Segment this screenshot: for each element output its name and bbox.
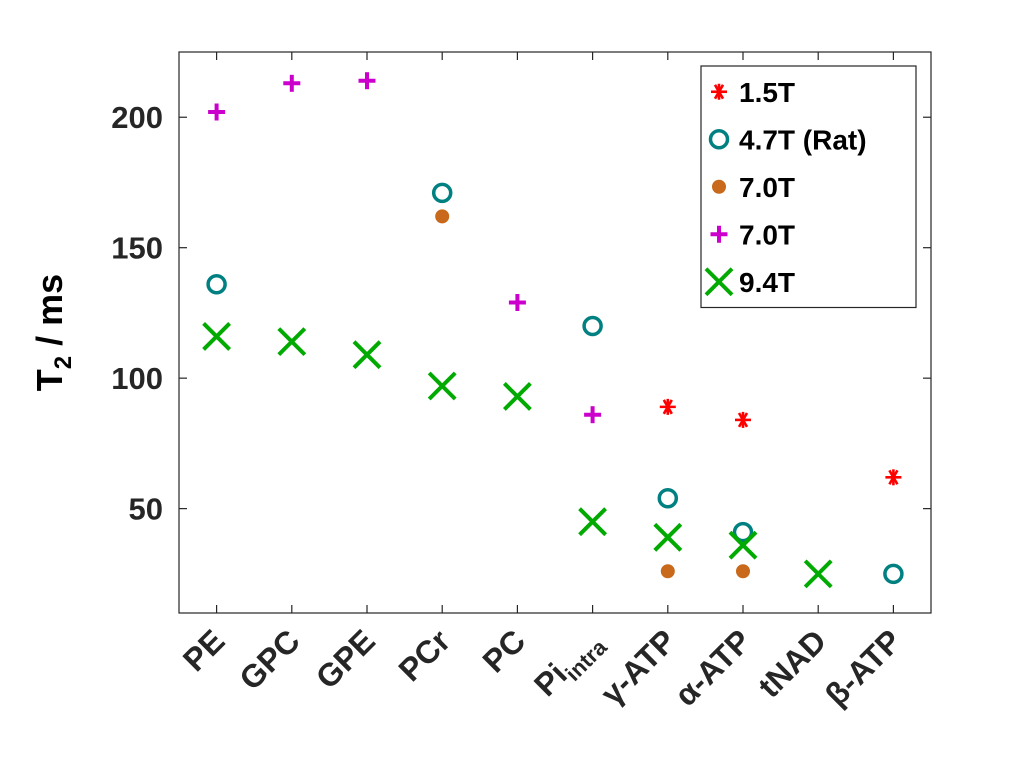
legend-marker bbox=[710, 225, 728, 243]
legend: 1.5T 4.7T (Rat) 7.0T 7.0T 9.4T bbox=[700, 65, 917, 309]
y-tick-label: 200 bbox=[111, 100, 163, 135]
data-point bbox=[358, 72, 376, 90]
data-point bbox=[803, 559, 833, 589]
x-tick-label: β-ATP bbox=[818, 622, 908, 712]
data-point bbox=[584, 406, 602, 424]
series-2 bbox=[435, 209, 750, 579]
legend-marker bbox=[711, 83, 727, 100]
x-tick-label: PC bbox=[475, 622, 532, 679]
series-4 bbox=[202, 321, 833, 589]
x-tick-label: γ-ATP bbox=[594, 622, 683, 711]
legend-entry-label: 1.5T bbox=[739, 77, 795, 108]
legend-marker bbox=[712, 179, 726, 194]
x-tick-label: GPC bbox=[232, 622, 306, 696]
legend-entry-label: 7.0T bbox=[739, 219, 795, 250]
series-0 bbox=[659, 398, 902, 486]
data-point bbox=[736, 564, 750, 579]
data-point bbox=[728, 530, 758, 560]
data-point bbox=[431, 182, 453, 204]
series-3 bbox=[208, 72, 602, 424]
data-point bbox=[202, 321, 232, 351]
data-point bbox=[660, 564, 675, 579]
x-tick-label: PCr bbox=[391, 622, 457, 688]
legend-box bbox=[700, 65, 917, 309]
data-point bbox=[582, 315, 603, 337]
data-point bbox=[653, 522, 683, 552]
legend-entry-label: 7.0T bbox=[739, 172, 795, 203]
y-tick-label: 150 bbox=[111, 231, 163, 266]
data-point bbox=[435, 209, 450, 224]
x-tick-label: Piintra bbox=[527, 622, 612, 707]
data-point bbox=[885, 469, 902, 486]
data-point bbox=[657, 487, 679, 509]
data-point bbox=[208, 103, 226, 121]
data-point bbox=[277, 327, 307, 357]
data-point bbox=[732, 521, 754, 543]
data-point bbox=[502, 382, 532, 411]
x-tick-label: α-ATP bbox=[667, 622, 757, 712]
legend-marker bbox=[708, 129, 730, 150]
legend-entry-label: 9.4T bbox=[739, 267, 795, 298]
data-point bbox=[283, 74, 301, 92]
data-point bbox=[206, 273, 227, 295]
y-tick-label: 100 bbox=[111, 361, 163, 396]
data-point bbox=[352, 340, 382, 370]
x-tick-label: PE bbox=[176, 622, 232, 678]
x-tick-label: tNAD bbox=[751, 622, 833, 704]
data-point bbox=[427, 371, 457, 401]
y-tick-label: 50 bbox=[129, 492, 163, 527]
data-point bbox=[508, 293, 526, 311]
data-point bbox=[578, 507, 608, 537]
series-1 bbox=[206, 182, 904, 585]
legend-entry-label: 4.7T (Rat) bbox=[739, 124, 867, 155]
legend-marker bbox=[704, 267, 734, 297]
data-point bbox=[735, 411, 751, 428]
x-tick-label: GPE bbox=[309, 622, 382, 695]
data-point bbox=[659, 398, 676, 415]
data-point bbox=[883, 563, 904, 585]
y-axis-label: T2 / ms bbox=[29, 274, 77, 391]
